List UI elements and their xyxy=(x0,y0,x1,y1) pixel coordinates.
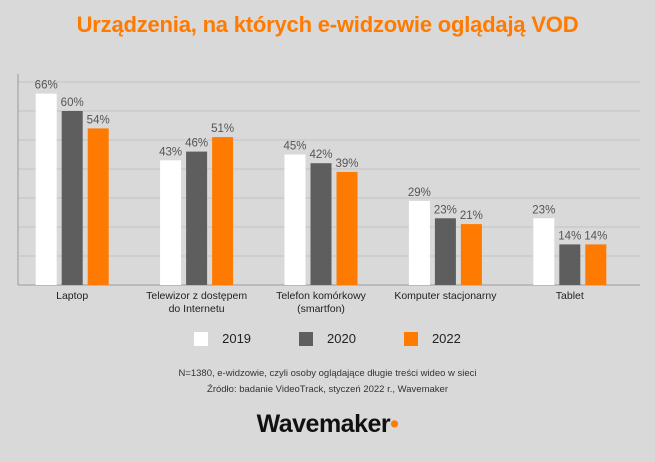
data-label-2020-2: 42% xyxy=(309,149,332,161)
data-label-2020-0: 60% xyxy=(61,97,84,109)
bar-2022-0 xyxy=(87,128,109,285)
bar-2019-1 xyxy=(160,160,182,285)
category-label-1: Telewizor z dostępem xyxy=(146,290,247,302)
data-label-2019-3: 29% xyxy=(408,187,431,199)
data-label-2022-2: 39% xyxy=(335,158,358,170)
bar-2020-2 xyxy=(310,163,332,285)
legend-label-2022: 2022 xyxy=(431,331,461,346)
bar-2019-3 xyxy=(408,200,430,285)
category-label-4: Tablet xyxy=(556,290,584,302)
legend-label-2020: 2020 xyxy=(327,331,356,346)
brand-dot: • xyxy=(390,410,399,438)
category-label-1: do Internetu xyxy=(169,303,225,315)
bar-2022-2 xyxy=(336,171,358,285)
data-label-2022-1: 51% xyxy=(211,123,234,135)
bar-2020-1 xyxy=(186,151,208,285)
data-label-2022-0: 54% xyxy=(87,114,110,126)
bar-2019-4 xyxy=(533,218,555,285)
data-label-2020-1: 46% xyxy=(185,138,208,150)
data-label-2019-4: 23% xyxy=(532,204,555,216)
data-label-2020-4: 14% xyxy=(558,230,581,242)
data-label-2019-0: 66% xyxy=(35,80,58,92)
bar-2020-4 xyxy=(559,244,581,285)
sample-note: N=1380, e-widzowie, czyli osoby oglądają… xyxy=(178,368,477,379)
brand-name: Wavemaker xyxy=(256,410,391,438)
legend-item-2019: 2019 xyxy=(194,331,251,346)
legend-swatch-2022 xyxy=(403,331,418,346)
data-label-2019-2: 45% xyxy=(283,141,306,153)
data-label-2022-4: 14% xyxy=(584,230,607,242)
legend-item-2020: 2020 xyxy=(299,331,356,346)
category-label-2: (smartfon) xyxy=(297,303,345,315)
category-label-3: Komputer stacjonarny xyxy=(394,290,497,302)
data-label-2019-1: 43% xyxy=(159,146,182,158)
bar-2020-3 xyxy=(434,218,456,285)
category-label-2: Telefon komórkowy xyxy=(276,290,367,302)
legend-item-2022: 2022 xyxy=(403,331,461,346)
chart-legend: 2019 2020 2022 xyxy=(0,331,655,346)
bar-chart: 66%60%54% Laptop 43%46%51% Telewizor z dost… xyxy=(17,74,640,315)
source-note: Źródło: badanie VideoTrack, styczeń 2022… xyxy=(207,384,448,395)
bar-2022-3 xyxy=(460,224,482,285)
bar-2022-1 xyxy=(212,137,234,285)
chart-title: Urządzenia, na których e-widzowie ogląda… xyxy=(76,12,579,37)
legend-swatch-2020 xyxy=(299,331,314,346)
bar-2019-0 xyxy=(35,93,57,285)
data-label-2020-3: 23% xyxy=(434,204,457,216)
bar-2019-2 xyxy=(284,154,306,285)
category-label-0: Laptop xyxy=(56,290,88,302)
data-label-2022-3: 21% xyxy=(460,210,483,222)
wavemaker-logo: Wavemaker• xyxy=(0,410,655,439)
bar-2022-4 xyxy=(585,244,607,285)
legend-swatch-2019 xyxy=(194,331,209,346)
legend-label-2019: 2019 xyxy=(222,331,252,346)
bar-2020-0 xyxy=(61,111,83,285)
